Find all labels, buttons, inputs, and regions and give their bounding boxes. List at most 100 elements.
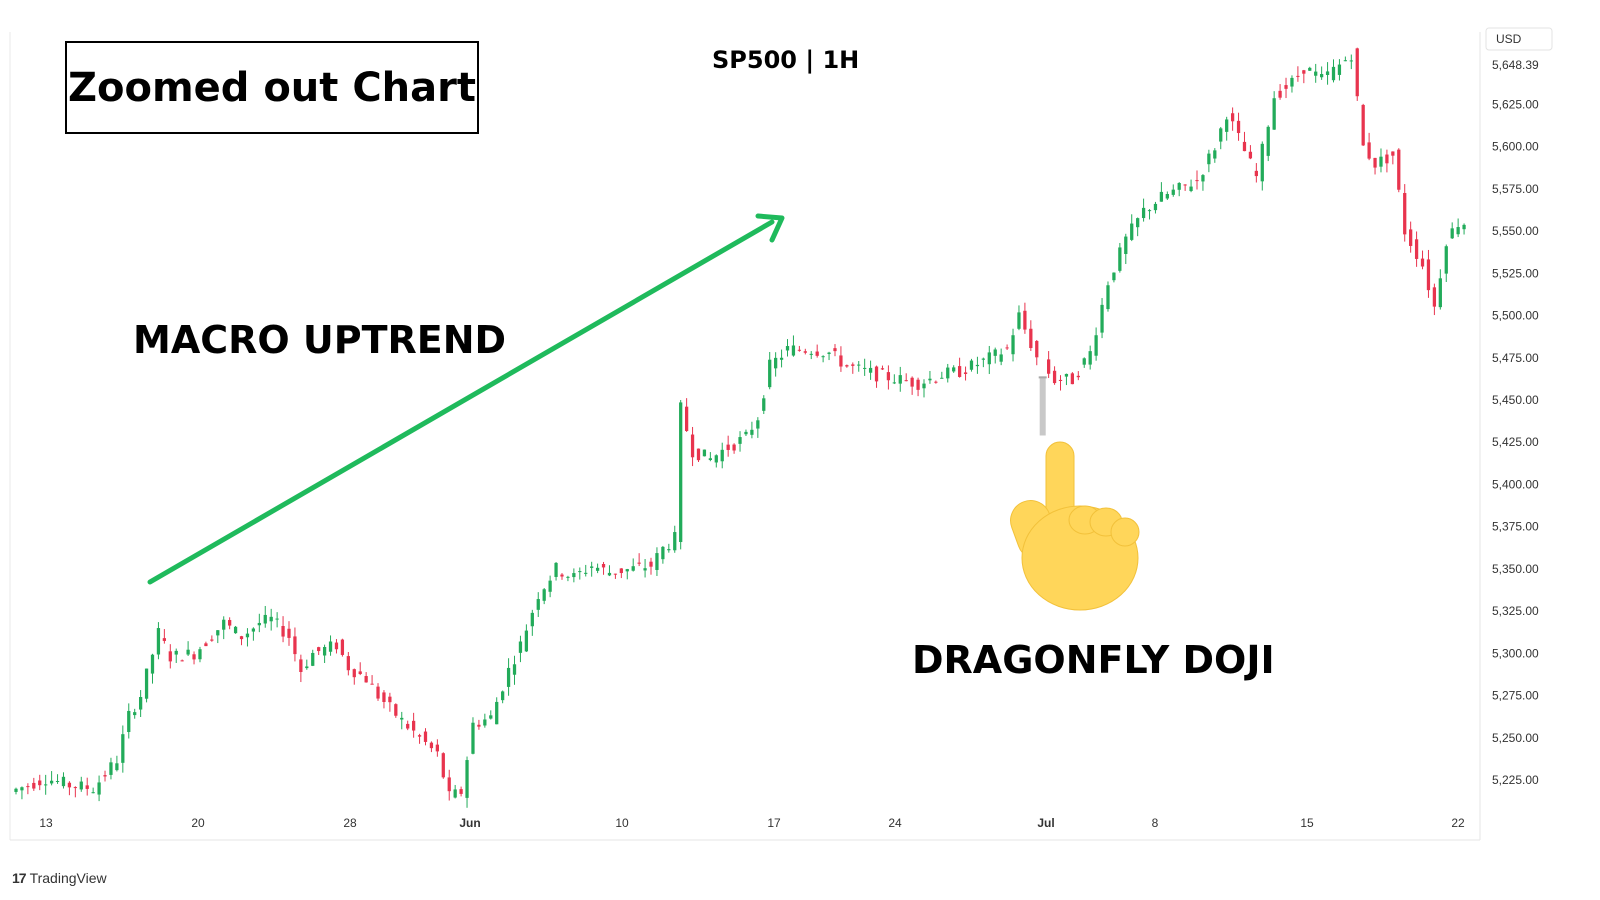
candle-body — [1373, 157, 1377, 168]
candle-body — [263, 614, 267, 624]
candle-body — [952, 367, 956, 372]
candle-body — [1106, 285, 1110, 310]
candle-body — [138, 697, 143, 710]
candle-body — [880, 368, 885, 370]
candle-body — [1094, 335, 1098, 356]
candle-body — [969, 360, 974, 370]
candle-body — [1100, 304, 1104, 333]
candle-body — [1011, 335, 1015, 355]
candle-body — [210, 639, 214, 641]
candle-body — [661, 546, 665, 560]
candle-body — [109, 762, 113, 775]
candle-body — [904, 380, 908, 382]
candle-body — [524, 630, 529, 652]
candle-body — [79, 781, 83, 790]
candle-body — [833, 348, 837, 352]
candle-body — [637, 562, 641, 564]
candle-body — [1385, 154, 1389, 164]
candle-body — [459, 789, 463, 794]
price-tick-label: 5,325.00 — [1492, 604, 1539, 618]
candle-body — [477, 724, 481, 727]
candle-body — [1420, 258, 1425, 267]
candle-body — [287, 628, 291, 638]
candle-body — [168, 651, 172, 662]
candle-body — [940, 377, 944, 379]
candle-body — [174, 650, 178, 655]
time-tick-label: 15 — [1300, 816, 1314, 830]
candle-body — [851, 364, 855, 366]
candle-body — [1236, 120, 1241, 134]
candle-body — [1195, 180, 1199, 182]
candle-body — [1450, 228, 1454, 239]
candle-body — [91, 792, 95, 794]
candle-body — [483, 719, 487, 726]
candle-body — [1444, 246, 1448, 274]
macro-uptrend-annotation: MACRO UPTREND — [133, 318, 507, 362]
candle-body — [1141, 207, 1146, 219]
candle-body — [922, 383, 926, 389]
price-tick-label: 5,350.00 — [1492, 562, 1539, 576]
candle-body — [762, 398, 766, 411]
candle-body — [619, 568, 623, 574]
candle-body — [352, 669, 356, 678]
candle-body — [1153, 203, 1158, 211]
candle-body — [607, 572, 612, 576]
price-tick-label: 5,475.00 — [1492, 351, 1539, 365]
candle-body — [222, 619, 226, 630]
candle-body — [489, 715, 493, 719]
candle-body — [73, 787, 77, 789]
candle-body — [1177, 183, 1181, 190]
candle-body — [411, 720, 416, 731]
candle-body — [115, 763, 119, 771]
candle-body — [121, 734, 125, 763]
candle-body — [690, 434, 695, 458]
candle-body — [423, 731, 428, 742]
candle-body — [655, 553, 659, 570]
candle-body — [1047, 359, 1051, 374]
price-axis: USD 5,648.39 5,225.00 5,250.00 5,275.00 5,300… — [1485, 27, 1553, 787]
candle-series — [14, 47, 1466, 808]
candle-body — [696, 448, 701, 461]
candle-body — [495, 701, 499, 725]
candle-body — [1035, 340, 1039, 358]
price-tick-label: 5,575.00 — [1492, 182, 1539, 196]
candle-body — [1320, 74, 1324, 78]
currency-label: USD — [1496, 32, 1522, 46]
candle-body — [1112, 272, 1116, 281]
candle-body — [987, 352, 991, 365]
candle-body — [435, 744, 439, 752]
candle-body — [133, 712, 137, 716]
candle-body — [55, 781, 60, 783]
candle-body — [530, 612, 534, 627]
candle-body — [845, 365, 849, 367]
candle-body — [584, 572, 588, 574]
candle-body — [518, 641, 523, 653]
candle-body — [791, 345, 796, 356]
price-tick-label: 5,425.00 — [1492, 435, 1539, 449]
candle-body — [1017, 312, 1021, 329]
price-tick-label: 5,500.00 — [1492, 309, 1539, 323]
candle-body — [400, 717, 404, 720]
candle-body — [322, 646, 327, 656]
candle-body — [684, 406, 689, 431]
candle-body — [228, 620, 232, 626]
candle-body — [1088, 351, 1092, 365]
candle-body — [868, 367, 873, 373]
currency-box — [1485, 27, 1553, 51]
candle-body — [1201, 175, 1205, 182]
candle-body — [441, 753, 445, 778]
candle-body — [85, 785, 89, 789]
candle-body — [364, 676, 368, 683]
candle-body — [251, 628, 256, 632]
candle-body — [1260, 143, 1264, 182]
candle-body — [1391, 151, 1395, 156]
candle-body — [245, 633, 250, 638]
candle-body — [566, 576, 570, 578]
price-tick-label: 5,525.00 — [1492, 266, 1539, 280]
candle-body — [1438, 278, 1442, 308]
candle-body — [542, 589, 546, 601]
candle-body — [453, 789, 457, 798]
candle-body — [946, 367, 950, 379]
candle-body — [679, 402, 683, 543]
